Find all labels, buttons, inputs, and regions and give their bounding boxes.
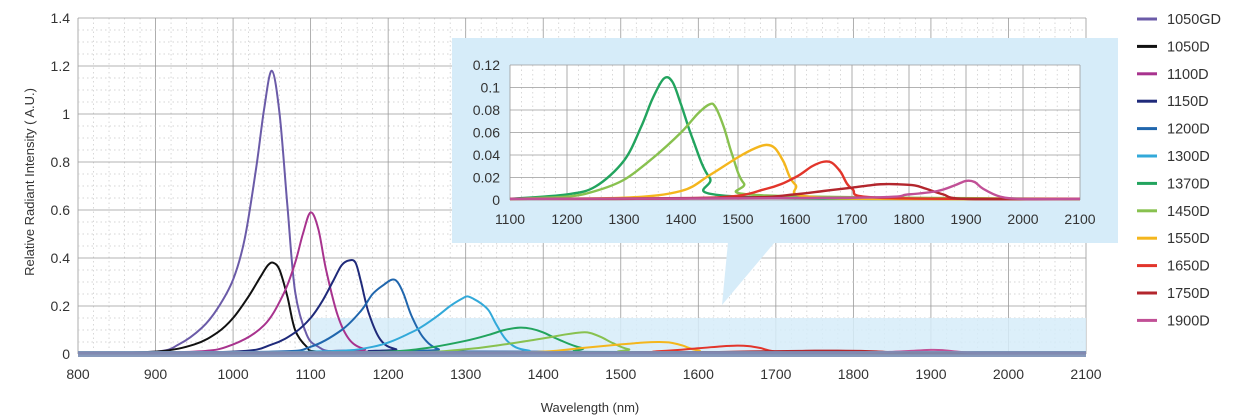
inset-x-tick-label: 1400: [665, 211, 696, 227]
legend-label: 1900D: [1167, 313, 1210, 329]
legend-item-1900D: 1900D: [1137, 313, 1210, 329]
legend-label: 1200D: [1167, 122, 1210, 138]
inset-y-tick-label: 0.06: [473, 125, 500, 141]
legend-swatch: [1137, 264, 1157, 268]
legend-item-1550D: 1550D: [1137, 231, 1210, 247]
y-tick-label: 0.2: [51, 298, 71, 314]
x-tick-label: 1000: [217, 366, 248, 382]
y-tick-label: 1.2: [51, 58, 71, 74]
inset-y-tick-label: 0: [492, 192, 500, 208]
legend-label: 1050GD: [1167, 12, 1221, 28]
legend-label: 1150D: [1167, 94, 1209, 110]
legend-swatch: [1137, 127, 1157, 131]
legend-label: 1750D: [1167, 286, 1210, 302]
x-tick-label: 1400: [528, 366, 559, 382]
x-tick-label: 1800: [838, 366, 869, 382]
legend-swatch: [1137, 181, 1157, 185]
legend-swatch: [1137, 318, 1157, 322]
inset-y-tick-label: 0.08: [473, 102, 500, 118]
x-tick-label: 1500: [605, 366, 636, 382]
baseline-band: [78, 351, 1086, 357]
legend-label: 1300D: [1167, 149, 1210, 165]
legend-label: 1650D: [1167, 259, 1210, 275]
legend-swatch: [1137, 44, 1157, 48]
legend-label: 1370D: [1167, 176, 1210, 192]
legend-label: 1050D: [1167, 39, 1210, 55]
y-tick-label: 0.4: [51, 250, 71, 266]
inset-callout-pointer: [722, 242, 775, 305]
legend-item-1750D: 1750D: [1137, 286, 1210, 302]
legend-item-1300D: 1300D: [1137, 149, 1210, 165]
x-tick-label: 900: [144, 366, 168, 382]
inset-y-tick-label: 0.12: [473, 57, 500, 73]
legend-swatch: [1137, 291, 1157, 295]
x-tick-label: 1700: [760, 366, 791, 382]
legend-label: 1100D: [1167, 67, 1209, 83]
legend-item-1650D: 1650D: [1137, 259, 1210, 275]
inset-x-tick-label: 2100: [1064, 211, 1095, 227]
legend-swatch: [1137, 99, 1157, 103]
inset-x-tick-label: 1100: [495, 211, 525, 227]
legend-swatch: [1137, 17, 1157, 21]
x-tick-label: 2100: [1070, 366, 1101, 382]
inset-x-tick-label: 1700: [836, 211, 867, 227]
x-tick-label: 2000: [993, 366, 1024, 382]
legend-swatch: [1137, 72, 1157, 76]
inset-series-line-1900D: [509, 179, 1081, 201]
inset-x-tick-label: 1200: [551, 211, 582, 227]
inset-tick-labels: 1100 1200 1300 1400 1500 1600 1700 1800 1900 2000…: [473, 57, 1096, 227]
legend-label: 1450D: [1167, 204, 1210, 220]
x-tick-label: 1200: [373, 366, 404, 382]
inset-x-tick-label: 2000: [1007, 211, 1038, 227]
x-axis-label: Wavelength (nm): [541, 400, 640, 415]
legend-swatch: [1137, 209, 1157, 213]
legend: 1050GD 1050D 1100D 1150D 1200D 1300D 1370D 1450…: [1137, 12, 1221, 329]
legend-item-1150D: 1150D: [1137, 94, 1209, 110]
x-tick-label: 1300: [450, 366, 481, 382]
inset-x-tick-label: 1900: [950, 211, 981, 227]
inset-x-tick-label: 1600: [779, 211, 810, 227]
main-tick-labels: 800 900 1000 1100 1200 1300 1400 1500 1600 1700 18…: [51, 10, 1102, 382]
inset-series-line-1450D: [509, 102, 1081, 201]
y-tick-label: 1.4: [51, 10, 71, 26]
legend-item-1200D: 1200D: [1137, 122, 1210, 138]
y-axis-label: Relative Radiant Intensity ( A.U.): [22, 88, 37, 276]
inset-series-line-1750D: [509, 182, 1081, 201]
x-tick-label: 1900: [915, 366, 946, 382]
legend-item-1450D: 1450D: [1137, 204, 1210, 220]
legend-item-1100D: 1100D: [1137, 67, 1209, 83]
legend-swatch: [1137, 236, 1157, 240]
y-tick-label: 0.6: [51, 202, 71, 218]
inset-y-tick-label: 0.02: [473, 170, 500, 186]
inset-y-tick-label: 0.04: [473, 147, 500, 163]
x-tick-label: 1100: [296, 366, 326, 382]
inset-series-layer: [509, 75, 1081, 201]
x-tick-label: 1600: [683, 366, 714, 382]
x-tick-label: 800: [66, 366, 90, 382]
y-tick-label: 0: [62, 346, 70, 362]
inset-x-tick-label: 1800: [893, 211, 924, 227]
inset-x-tick-label: 1500: [722, 211, 753, 227]
inset-y-tick-label: 0.1: [481, 80, 501, 96]
legend-label: 1550D: [1167, 231, 1210, 247]
inset-chart: 1100 1200 1300 1400 1500 1600 1700 1800 1900 2000…: [452, 38, 1118, 305]
legend-item-1050D: 1050D: [1137, 39, 1210, 55]
legend-item-1370D: 1370D: [1137, 176, 1210, 192]
inset-x-tick-label: 1300: [608, 211, 639, 227]
legend-item-1050GD: 1050GD: [1137, 12, 1221, 28]
y-tick-label: 0.8: [51, 154, 71, 170]
y-tick-label: 1: [62, 106, 70, 122]
legend-swatch: [1137, 154, 1157, 158]
